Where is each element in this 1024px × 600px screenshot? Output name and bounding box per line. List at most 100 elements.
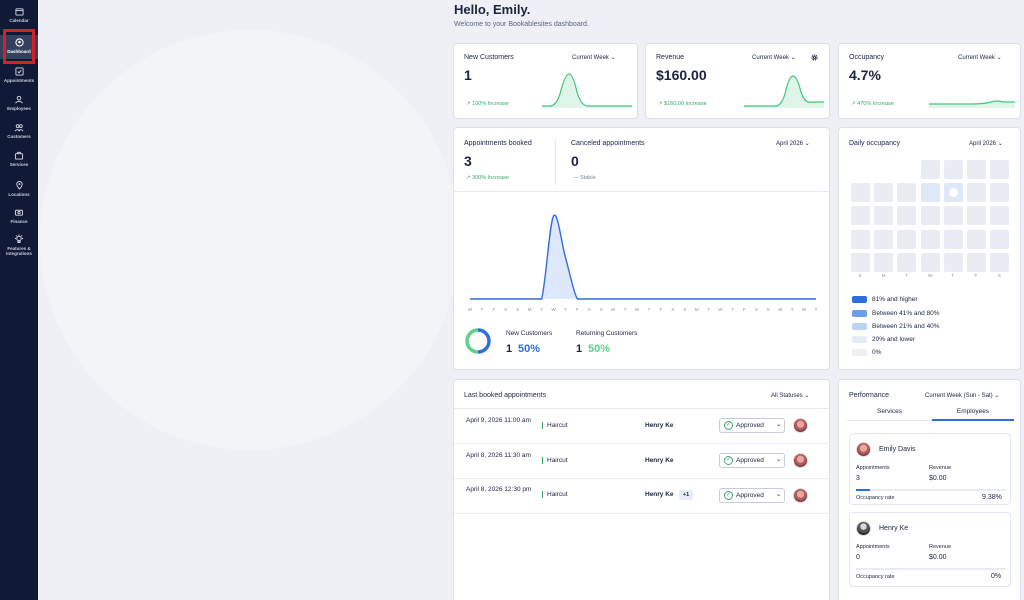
kpi-card-occupancy: Occupancy Current Week ⌄ 4.7% ↗ 470% Inc… (838, 43, 1021, 119)
chevron-down-icon: ⌄ (994, 393, 1000, 399)
features-icon (15, 234, 23, 243)
period-dropdown[interactable]: Current Week ⌄ (572, 54, 616, 61)
sidebar-item-calendar[interactable]: Calendar (0, 7, 38, 23)
kpi-card-revenue: Revenue Current Week ⌄ $160.00 ↗ $160.00… (645, 43, 830, 119)
sidebar-item-label: Calendar (9, 18, 29, 23)
occupancy-day-cell[interactable] (874, 206, 894, 226)
occupancy-day-cell[interactable] (920, 206, 940, 226)
occupancy-day-cell[interactable] (967, 229, 986, 249)
occupancy-day-cell[interactable] (851, 206, 870, 226)
occupancy-day-cell[interactable] (897, 183, 917, 203)
arrow-up-right-icon: ↗ (466, 175, 471, 181)
x-tick-label: S (504, 307, 507, 312)
occupancy-day-cell[interactable] (967, 252, 986, 272)
tab-services[interactable]: Services (847, 408, 932, 421)
weekday-label: W (928, 273, 933, 278)
occupancy-day-cell[interactable] (967, 160, 986, 179)
period-label: Current Week (958, 55, 995, 61)
sidebar-item-employees[interactable]: Employees (0, 95, 38, 111)
status-dropdown[interactable]: ✓ Approved ⌄ (719, 453, 785, 468)
appointments-card: Appointments booked 3 ↗ 300% Increase Ca… (453, 127, 831, 370)
sidebar-item-finance[interactable]: Finance (0, 208, 38, 224)
occupancy-day-cell[interactable] (920, 252, 940, 272)
revenue-label: Revenue (929, 465, 952, 471)
appointments-value: 3 (856, 475, 860, 482)
gear-icon[interactable] (810, 53, 819, 62)
arrow-up-right-icon: ↗ (658, 101, 663, 107)
period-dropdown[interactable]: Current Week ⌄ (752, 54, 796, 61)
employee-performance-card[interactable]: Emily Davis Appointments 3 Revenue $0.00… (849, 433, 1011, 505)
weekday-label: M (881, 273, 886, 278)
sidebar-item-features[interactable]: Features & Integrations (0, 234, 38, 256)
customers-icon (14, 124, 24, 132)
occupancy-calendar-grid (851, 160, 1011, 280)
occupancy-day-cell[interactable] (967, 183, 986, 203)
occupancy-day-cell[interactable] (943, 206, 963, 226)
occupancy-day-cell[interactable] (943, 229, 963, 249)
occupancy-day-cell[interactable] (920, 160, 940, 179)
occupancy-day-cell[interactable] (851, 229, 870, 249)
status-dropdown[interactable]: ✓ Approved ⌄ (719, 418, 785, 433)
occupancy-day-cell[interactable] (851, 252, 870, 272)
sidebar-item-services[interactable]: Services (0, 151, 38, 167)
sidebar-item-dashboard[interactable]: Dashboard (0, 35, 38, 59)
occupancy-day-cell[interactable] (990, 252, 1010, 272)
chevron-down-icon: ⌄ (996, 55, 1002, 61)
x-tick-label: F (660, 307, 663, 312)
sidebar-item-customers[interactable]: Customers (0, 123, 38, 139)
occupancy-day-cell[interactable] (967, 206, 986, 226)
legend-label: 81% and higher (872, 296, 918, 303)
occupancy-day-cell[interactable] (897, 229, 917, 249)
status-dropdown[interactable]: ✓ Approved ⌄ (719, 488, 785, 503)
change-text: 300% Increase (472, 175, 509, 181)
occupancy-day-cell[interactable] (874, 183, 894, 203)
occupancy-day-cell[interactable] (990, 183, 1010, 203)
active-item-highlight (3, 29, 35, 64)
occupancy-day-cell[interactable] (874, 229, 894, 249)
occupancy-day-cell[interactable] (897, 206, 917, 226)
kpi-value: 1 (464, 67, 472, 83)
occupancy-day-cell[interactable] (920, 183, 940, 203)
x-tick-label: T (791, 307, 794, 312)
sidebar-item-locations[interactable]: Locations (0, 180, 38, 197)
dashboard-icon (14, 38, 24, 47)
occupancy-day-cell[interactable] (943, 183, 963, 203)
occupancy-day-cell[interactable] (897, 252, 917, 272)
occupancy-day-cell[interactable] (990, 160, 1010, 179)
chevron-down-icon: ⌄ (776, 421, 782, 428)
occupancy-day-cell[interactable] (943, 252, 963, 272)
period-label: Current Week (Sun - Sat) (925, 393, 993, 399)
x-tick-label: T (540, 307, 543, 312)
period-dropdown[interactable]: April 2026 ⌄ (776, 140, 810, 147)
avatar (793, 453, 808, 468)
employee-performance-card[interactable]: Henry Ke Appointments 0 Revenue $0.00 Oc… (849, 512, 1011, 587)
tab-employees[interactable]: Employees (932, 408, 1014, 421)
occupancy-day-cell[interactable] (851, 183, 870, 203)
period-label: Current Week (572, 55, 609, 61)
row-divider (454, 478, 831, 479)
today-marker (948, 188, 958, 198)
x-tick-label: S (671, 307, 674, 312)
occupancy-day-cell[interactable] (943, 160, 963, 179)
occupancy-day-cell[interactable] (990, 229, 1010, 249)
customers-donut (465, 328, 491, 354)
period-dropdown[interactable]: Current Week ⌄ (958, 54, 1002, 61)
kpi-change: ↗ $160.00 Increase (658, 101, 707, 107)
sidebar-item-label: Customers (7, 134, 31, 139)
sidebar-item-appointments[interactable]: Appointments (0, 67, 38, 83)
appointments-booked-value: 3 (464, 153, 472, 169)
appointments-label: Appointments (856, 465, 890, 471)
status-filter-dropdown[interactable]: All Statuses ⌄ (771, 392, 809, 399)
occupancy-day-cell[interactable] (920, 229, 940, 249)
legend-swatch (852, 349, 867, 356)
x-tick-label: T (731, 307, 734, 312)
chevron-down-icon: ⌄ (804, 393, 810, 399)
x-tick-label: S (516, 307, 519, 312)
x-tick-label: T (624, 307, 627, 312)
period-dropdown[interactable]: April 2026 ⌄ (969, 140, 1003, 147)
period-dropdown[interactable]: Current Week (Sun - Sat) ⌄ (925, 392, 999, 399)
occupancy-day-cell[interactable] (990, 206, 1010, 226)
x-tick-label: T (564, 307, 567, 312)
occupancy-day-cell[interactable] (874, 252, 894, 272)
